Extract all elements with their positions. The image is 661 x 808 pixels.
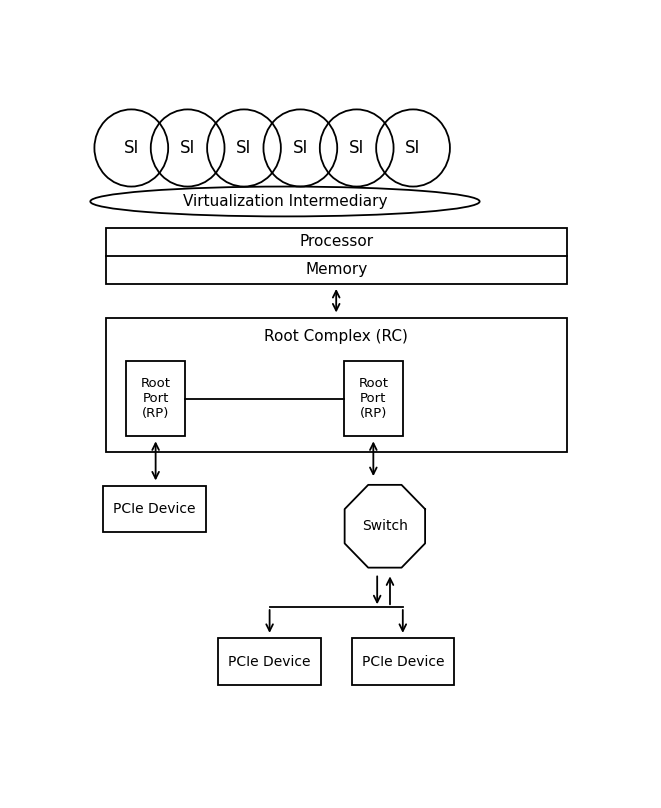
Text: PCIe Device: PCIe Device xyxy=(113,502,196,516)
Text: Switch: Switch xyxy=(362,520,408,533)
Text: PCIe Device: PCIe Device xyxy=(362,654,444,668)
Text: Processor: Processor xyxy=(299,234,373,249)
Text: SI: SI xyxy=(293,139,308,157)
Text: SI: SI xyxy=(405,139,421,157)
Text: Root
Port
(RP): Root Port (RP) xyxy=(141,377,171,420)
Text: Root
Port
(RP): Root Port (RP) xyxy=(358,377,389,420)
Text: SI: SI xyxy=(236,139,252,157)
Text: PCIe Device: PCIe Device xyxy=(228,654,311,668)
Text: Memory: Memory xyxy=(305,262,368,277)
Text: SI: SI xyxy=(349,139,364,157)
Text: SI: SI xyxy=(124,139,139,157)
Text: Root Complex (RC): Root Complex (RC) xyxy=(264,329,408,344)
Text: SI: SI xyxy=(180,139,196,157)
Text: Virtualization Intermediary: Virtualization Intermediary xyxy=(182,194,387,209)
